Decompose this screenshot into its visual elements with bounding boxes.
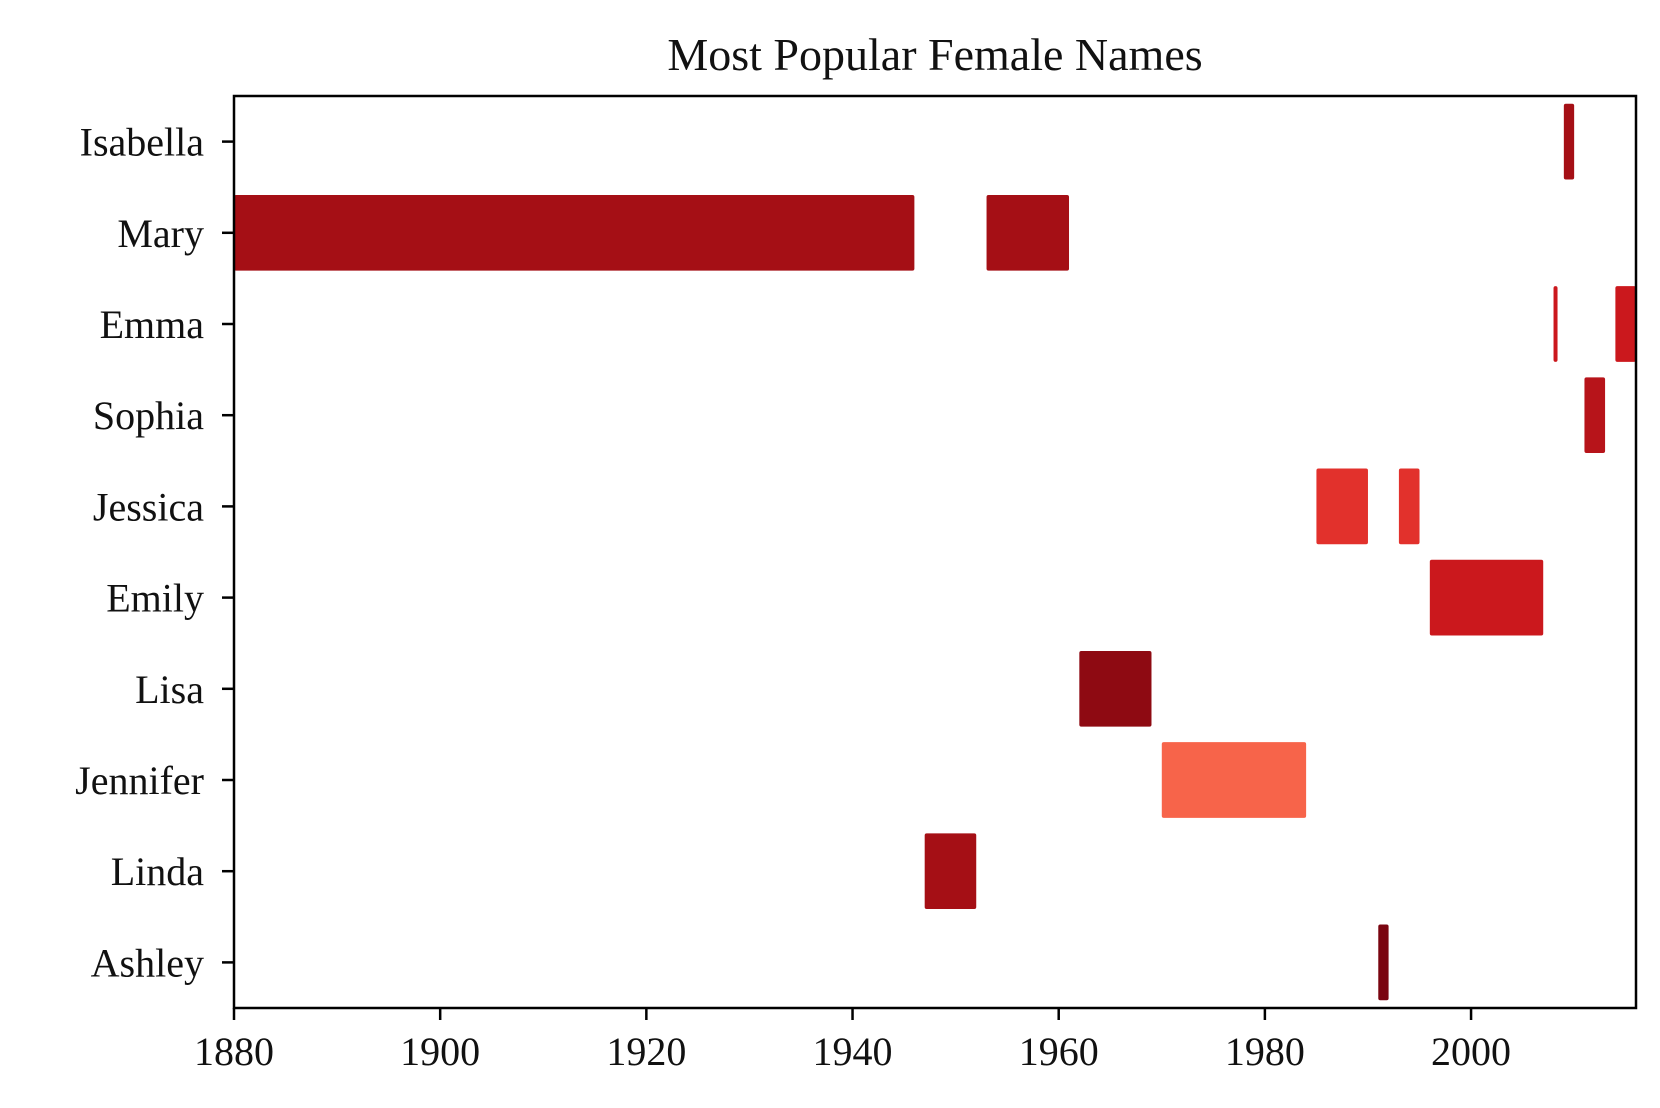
y-tick-label: Ashley	[91, 940, 204, 985]
bar-emma-1	[1553, 286, 1558, 362]
chart-title: Most Popular Female Names	[667, 29, 1202, 80]
y-axis: Isabella Mary Emma Sophia Jessica Emily Lisa Je…	[75, 120, 234, 985]
y-tick-label: Sophia	[93, 393, 204, 438]
y-tick-label: Isabella	[80, 120, 205, 165]
bar-jessica-1	[1316, 468, 1368, 545]
plot-frame	[232, 94, 1638, 1010]
bar-isabella-1	[1563, 103, 1575, 180]
y-tick-label: Jennifer	[75, 758, 204, 803]
y-tick-label: Linda	[111, 849, 205, 894]
x-axis: 1880 1900 1920 1940 1960 1980 2000	[194, 1008, 1511, 1074]
y-tick-label: Emma	[100, 302, 205, 347]
bars-layer	[234, 103, 1636, 1001]
x-tick-label: 1900	[400, 1029, 480, 1074]
x-tick-label: 1960	[1019, 1029, 1099, 1074]
bar-mary-1	[234, 194, 915, 271]
y-tick-label: Emily	[106, 576, 204, 621]
bar-lisa-1	[1079, 650, 1152, 727]
bar-emma-2	[1615, 286, 1636, 362]
bar-emily-1	[1429, 559, 1544, 636]
x-tick-label: 1880	[194, 1029, 274, 1074]
y-tick-label: Lisa	[135, 667, 204, 712]
bar-jennifer-1	[1161, 742, 1307, 818]
y-tick-label: Jessica	[93, 484, 204, 529]
y-tick-label: Mary	[117, 211, 204, 256]
x-tick-label: 2000	[1431, 1029, 1511, 1074]
bar-ashley-1	[1378, 924, 1389, 1001]
x-tick-label: 1940	[813, 1029, 893, 1074]
x-tick-label: 1980	[1225, 1029, 1305, 1074]
bar-sophia-1	[1584, 377, 1606, 454]
bar-jessica-2	[1398, 468, 1420, 545]
bar-mary-2	[986, 194, 1070, 271]
x-tick-label: 1920	[606, 1029, 686, 1074]
bar-linda-1	[924, 833, 977, 910]
